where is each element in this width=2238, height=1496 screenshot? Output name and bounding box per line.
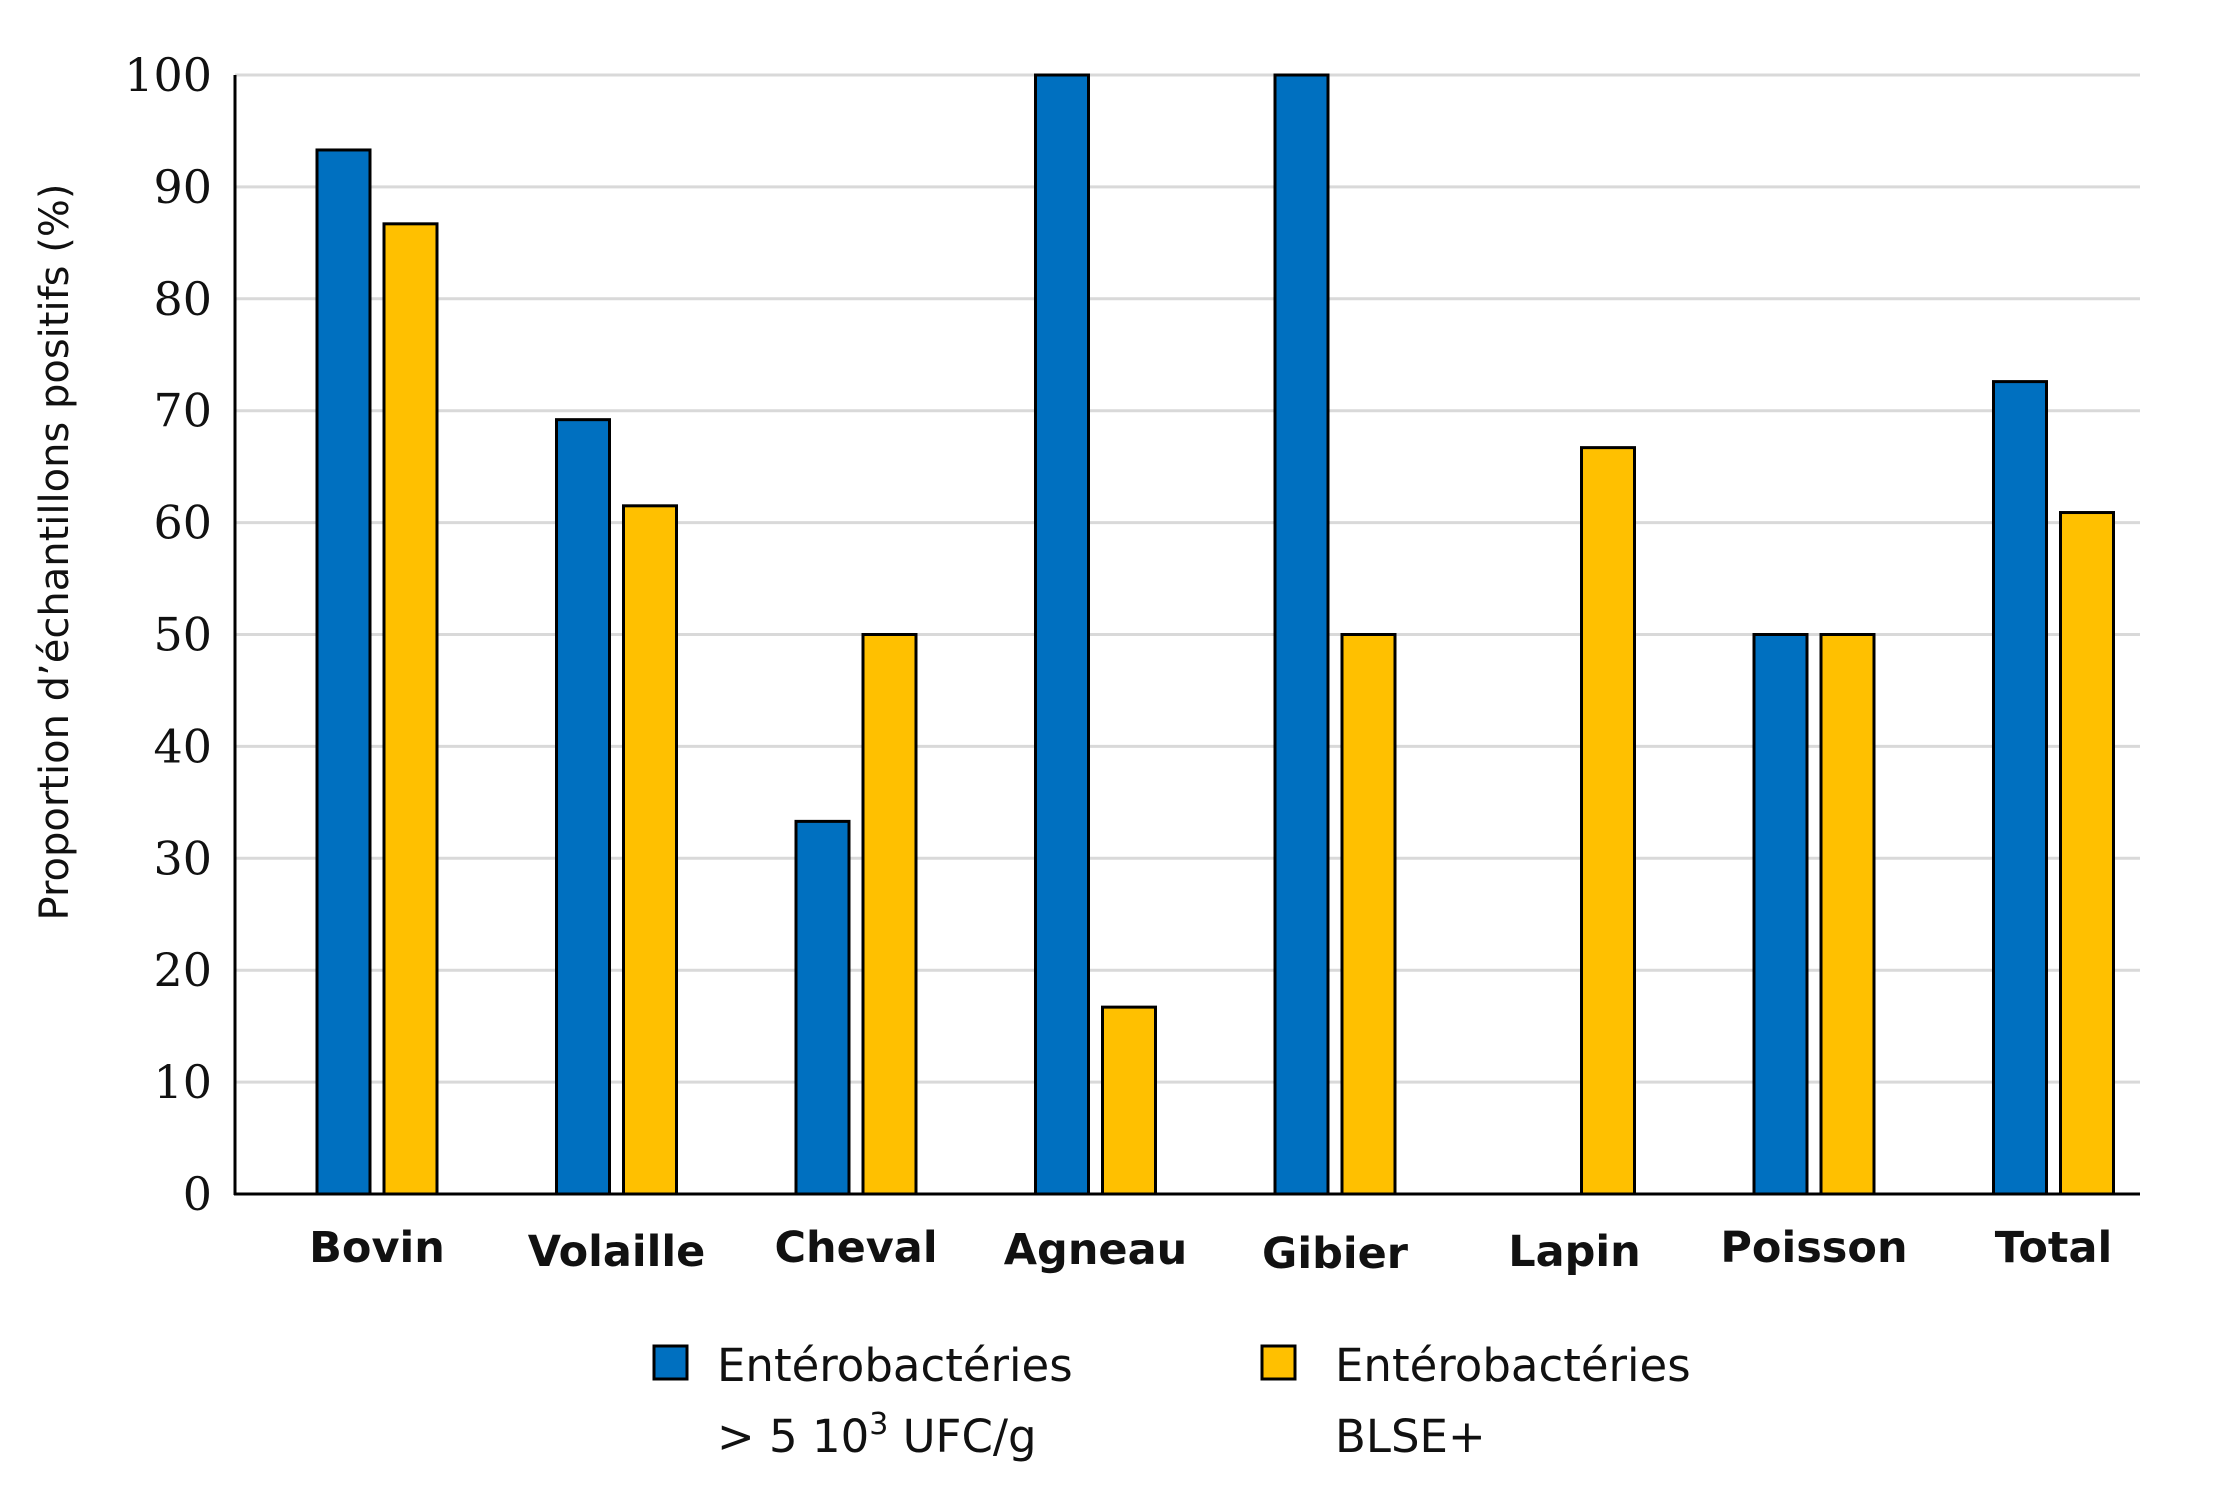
x-tick-label: Poisson [1720, 1223, 1907, 1273]
bar-blse-total [2059, 511, 2115, 1196]
gridlines [235, 73, 2140, 1084]
bar-enterobacteries-poisson [1752, 633, 1809, 1196]
y-tick-label: 60 [153, 496, 212, 550]
bar-enterobacteries-volaille [555, 418, 611, 1196]
legend-label-line2-suffix: UFC/g [888, 1410, 1036, 1463]
x-tick-label: Lapin [1508, 1227, 1641, 1277]
y-tick-label: 0 [183, 1167, 212, 1221]
bar-enterobacteries-cheval [794, 819, 851, 1196]
bar-blse-agneau [1101, 1005, 1157, 1196]
bar-blse-lapin [1580, 446, 1636, 1196]
x-tick-label: Total [1995, 1223, 2112, 1273]
bar-blse-poisson [1819, 633, 1876, 1196]
legend-swatch-blue [652, 1344, 689, 1381]
legend-label-line2-exponent: 3 [869, 1407, 888, 1442]
bar-blse-volaille [622, 504, 678, 1196]
legend: Entérobactéries > 5 103 UFC/g Entérobact… [652, 1339, 1691, 1463]
bar-enterobacteries-bovin [315, 148, 372, 1196]
legend-item-enterobacteries: Entérobactéries > 5 103 UFC/g [652, 1339, 1073, 1463]
legend-label-line2: > 5 103 UFC/g [717, 1407, 1037, 1463]
x-tick-labels: Bovin Volaille Cheval Agneau Gibier Lapin Pois… [309, 1223, 2112, 1279]
legend-label-line1: Entérobactéries [1335, 1339, 1691, 1392]
y-tick-labels: 0 10 20 30 40 50 60 70 80 90 100 [124, 48, 212, 1221]
x-tick-label: Gibier [1262, 1229, 1409, 1279]
y-tick-label: 20 [153, 943, 212, 997]
legend-label-line2-prefix: > 5 10 [717, 1410, 869, 1463]
y-tick-label: 80 [153, 272, 212, 326]
y-tick-label: 90 [153, 160, 212, 214]
bar-blse-gibier [1340, 633, 1397, 1196]
bar-blse-cheval [861, 633, 918, 1196]
y-tick-label: 100 [124, 48, 212, 102]
bar-enterobacteries-total [1992, 380, 2048, 1196]
y-tick-label: 50 [153, 608, 212, 662]
bar-blse-bovin [382, 222, 439, 1196]
legend-swatch-yellow [1260, 1344, 1297, 1381]
bar-enterobacteries-gibier [1273, 73, 1330, 1196]
x-tick-label: Bovin [309, 1223, 445, 1273]
x-tick-label: Agneau [1004, 1225, 1187, 1275]
axes [233, 75, 2140, 1196]
legend-label-line2: BLSE+ [1335, 1410, 1486, 1463]
y-axis-label: Proportion d’échantillons positifs (%) [32, 184, 78, 921]
legend-label-line1: Entérobactéries [717, 1339, 1073, 1392]
legend-item-blse: Entérobactéries BLSE+ [1260, 1339, 1691, 1463]
y-tick-label: 30 [153, 831, 212, 885]
x-tick-label: Volaille [528, 1227, 706, 1277]
y-tick-label: 40 [153, 719, 212, 773]
y-tick-label: 70 [153, 384, 212, 438]
bar-enterobacteries-agneau [1034, 73, 1090, 1196]
x-tick-label: Cheval [774, 1223, 937, 1273]
y-tick-label: 10 [153, 1055, 212, 1109]
